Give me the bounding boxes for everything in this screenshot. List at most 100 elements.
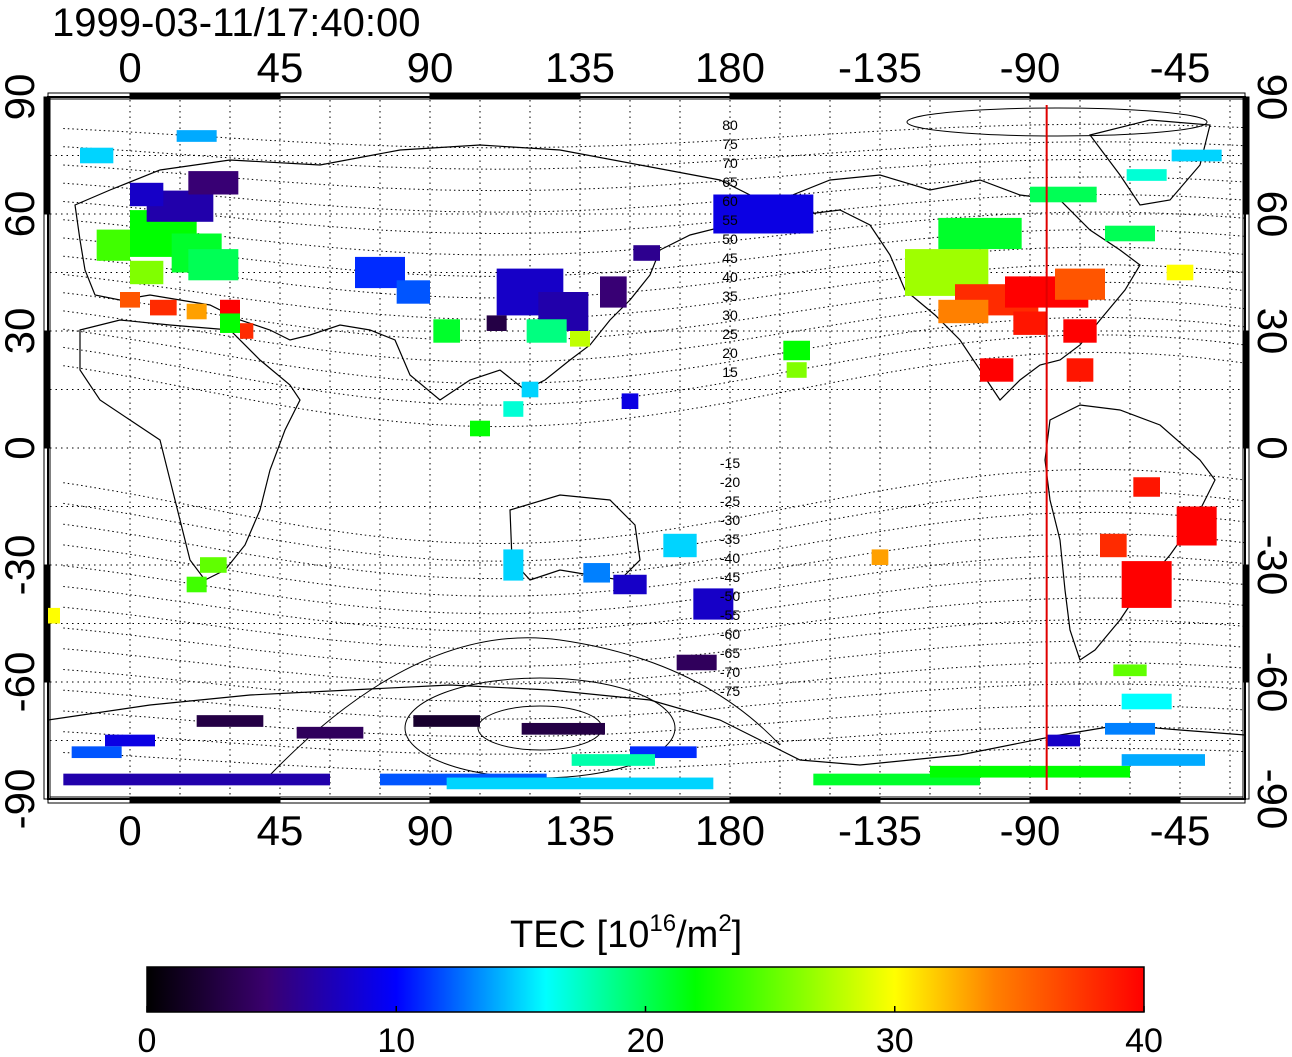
- contour-line: [63, 533, 1245, 597]
- contour-line: [63, 334, 1245, 406]
- lon-tick-label-bottom: 90: [407, 807, 454, 854]
- lat-tick-label-right: -30: [1249, 535, 1292, 596]
- contour-label: 15: [722, 364, 738, 380]
- contour-label: 30: [722, 307, 738, 323]
- contour-label: -60: [720, 626, 740, 642]
- lat-tick-label-left: -90: [0, 769, 43, 830]
- tec-cell: [446, 777, 714, 790]
- contour-line: [63, 640, 1245, 685]
- tec-cell: [188, 249, 239, 281]
- tec-cell: [521, 381, 539, 398]
- antarctica-coast: [48, 684, 1245, 766]
- tec-cell: [150, 299, 177, 316]
- tec-cell: [663, 533, 697, 558]
- tec-cell: [570, 331, 590, 347]
- tec-cell: [80, 147, 114, 164]
- colorbar-tick-label: 40: [1125, 1022, 1163, 1057]
- tec-cell: [240, 323, 254, 339]
- contour-label: -75: [720, 683, 740, 699]
- contour-label: 75: [722, 136, 738, 152]
- contour-label: 45: [722, 250, 738, 266]
- colorbar-tick-label: 10: [377, 1022, 415, 1057]
- contour-line: [63, 193, 1245, 235]
- lon-tick-label-bottom: -45: [1150, 807, 1211, 854]
- tec-data-cells: [48, 130, 1222, 790]
- lat-tick-label-right: -60: [1249, 652, 1292, 713]
- contour-label: -15: [720, 455, 740, 471]
- tec-cell: [503, 401, 524, 417]
- tec-cell: [105, 734, 155, 747]
- magnetic-latitude-contours: [63, 107, 1245, 779]
- colorbar-tick-label: 0: [138, 1022, 157, 1057]
- tec-cell: [930, 765, 1130, 778]
- lon-tick-label-bottom: -135: [838, 807, 922, 854]
- contour-label: -70: [720, 664, 740, 680]
- contour-label: 60: [722, 193, 738, 209]
- tec-cell: [600, 276, 627, 308]
- contour-label: -55: [720, 607, 740, 623]
- tec-cell: [130, 260, 164, 285]
- colorbar-tick-label: 20: [627, 1022, 665, 1057]
- lon-tick-label-top: -45: [1150, 44, 1211, 91]
- coastlines: [48, 119, 1245, 766]
- tec-cell: [1126, 169, 1167, 181]
- lat-tick-label-left: 0: [0, 436, 43, 459]
- tec-cell: [1105, 225, 1155, 242]
- lon-tick-label-top: 45: [257, 44, 304, 91]
- tec-cell: [1176, 506, 1217, 546]
- tec-cell: [938, 299, 989, 324]
- contour-label: -40: [720, 550, 740, 566]
- contour-line: [63, 246, 1245, 299]
- contour-line: [63, 490, 1245, 562]
- lon-tick-label-bottom: 135: [545, 807, 615, 854]
- tec-cell: [186, 576, 207, 593]
- greenland-coast: [1088, 119, 1211, 206]
- tec-cell: [571, 754, 655, 766]
- contour-line: [63, 158, 1245, 192]
- contour-line: [63, 554, 1245, 615]
- contour-label: 40: [722, 269, 738, 285]
- contour-line: [63, 141, 1245, 170]
- tec-cell: [693, 588, 734, 620]
- contour-label: 55: [722, 212, 738, 228]
- tec-cell: [296, 726, 364, 739]
- lat-tick-label-right: -90: [1249, 769, 1292, 830]
- tick-labels: 0045459090135135180180-135-135-90-90-45-…: [0, 44, 1292, 854]
- tec-cell: [71, 746, 122, 759]
- colorbar-label: TEC [1016/m2]: [510, 910, 742, 956]
- tec-cell: [786, 362, 807, 378]
- contour-line: [63, 211, 1245, 256]
- tec-cell: [621, 393, 639, 409]
- contour-label: 35: [722, 288, 738, 304]
- contour-label: -45: [720, 569, 740, 585]
- lat-tick-label-left: 30: [0, 308, 43, 355]
- contour-line: [63, 264, 1245, 320]
- contour-label: -65: [720, 645, 740, 661]
- tec-cell: [1066, 358, 1094, 382]
- lon-tick-label-top: 135: [545, 44, 615, 91]
- contour-line: [63, 661, 1245, 703]
- lat-tick-label-left: -30: [0, 535, 43, 596]
- tec-cell: [433, 319, 460, 343]
- tec-cell: [48, 607, 60, 624]
- tec-cell: [1121, 561, 1172, 608]
- tec-cell: [1105, 722, 1155, 735]
- tec-cell: [1113, 664, 1147, 677]
- tec-cell: [1013, 311, 1047, 335]
- tec-cell: [120, 292, 140, 308]
- tec-cell: [1030, 186, 1097, 203]
- tec-cell: [470, 420, 490, 437]
- contour-label: -35: [720, 531, 740, 547]
- lon-tick-label-bottom: 45: [257, 807, 304, 854]
- lon-tick-label-top: 180: [695, 44, 765, 91]
- tec-cell: [1121, 693, 1172, 710]
- contour-line: [63, 511, 1245, 580]
- tec-cell: [613, 574, 647, 595]
- lon-tick-label-top: -90: [1000, 44, 1061, 91]
- tec-cell: [130, 182, 164, 207]
- contour-line: [63, 316, 1245, 385]
- tec-cell: [220, 313, 240, 333]
- lat-tick-label-left: 60: [0, 191, 43, 238]
- contour-line: [63, 229, 1245, 277]
